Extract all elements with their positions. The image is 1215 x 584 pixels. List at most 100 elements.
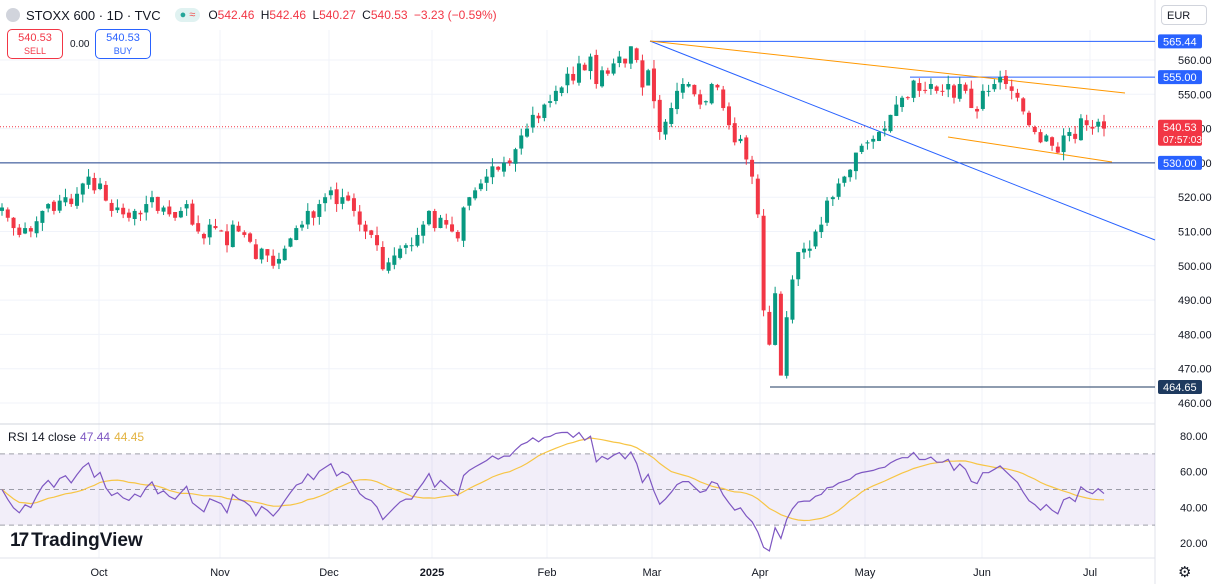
spread-value: 0.00 <box>70 39 90 50</box>
buy-button[interactable]: 540.53 BUY <box>95 29 151 59</box>
buy-label: BUY <box>113 46 133 56</box>
candle-body <box>761 215 766 311</box>
grid <box>0 0 1156 584</box>
price-label: 540.53 <box>1163 122 1197 134</box>
candle-body <box>305 210 310 225</box>
candle-body <box>213 226 218 229</box>
candle-body <box>415 234 420 246</box>
candle-body <box>126 212 131 218</box>
candle-body <box>484 176 489 183</box>
countdown-label: 07:57:03 <box>1163 135 1202 146</box>
candle-body <box>311 211 316 218</box>
candle-body <box>219 230 224 232</box>
time-tick-label: Feb <box>538 567 557 579</box>
time-tick-label: May <box>855 567 876 579</box>
rsi-legend[interactable]: RSI 14 close 47.44 44.45 <box>8 430 144 444</box>
close-key: C <box>362 8 371 22</box>
market-status-pill[interactable]: ● ≈ <box>174 8 201 22</box>
symbol-title[interactable]: STOXX 600 · 1D · TVC <box>26 7 161 23</box>
candle-body <box>1021 98 1026 112</box>
candle-body <box>905 97 910 99</box>
candle-body <box>92 177 97 191</box>
candle-body <box>403 245 408 248</box>
gear-icon[interactable]: ⚙ <box>1178 564 1192 581</box>
time-tick-label: Jun <box>973 567 991 579</box>
candle-body <box>11 217 16 229</box>
price-tick-label: 510.00 <box>1178 227 1212 239</box>
candle-body <box>940 90 945 92</box>
rsi-label: RSI 14 close <box>8 430 77 444</box>
time-tick-label: Jul <box>1083 567 1097 579</box>
candle-body <box>796 252 801 280</box>
candle-body <box>357 211 362 225</box>
candle-body <box>444 220 449 225</box>
candle-body <box>1055 146 1060 153</box>
price-tick-label: 520.00 <box>1178 192 1212 204</box>
rsi-tick-label: 60.00 <box>1180 467 1208 479</box>
candle-body <box>836 183 841 197</box>
candle-body <box>548 101 553 103</box>
candle-body <box>207 224 212 238</box>
candle-body <box>1084 120 1089 126</box>
candle-body <box>553 90 558 102</box>
candle-body <box>103 184 108 201</box>
candle-body <box>634 48 639 60</box>
candle-body <box>559 87 564 93</box>
candle-body <box>1038 132 1043 143</box>
market-open-icon: ● <box>179 9 187 21</box>
candle-body <box>750 159 755 177</box>
candle-body <box>242 232 247 235</box>
price-tick-label: 460.00 <box>1178 398 1212 410</box>
sell-label: SELL <box>23 46 47 56</box>
candle-body <box>86 176 91 185</box>
candle-body <box>271 255 276 266</box>
candle-body <box>150 197 155 203</box>
candle-body <box>1102 121 1106 129</box>
candle-body <box>611 63 616 74</box>
candle-body <box>865 142 870 144</box>
candle-body <box>346 195 351 201</box>
candle-body <box>334 189 339 205</box>
candle-body <box>992 84 997 90</box>
candle-body <box>432 210 437 229</box>
candle-body <box>375 235 380 246</box>
price-tick-label: 490.00 <box>1178 295 1212 307</box>
brand-name: TradingView <box>31 530 143 551</box>
candle-body <box>934 86 939 91</box>
candle-body <box>600 70 605 87</box>
candle-body <box>513 149 518 164</box>
candle-body <box>75 193 80 206</box>
candle-body <box>663 121 668 135</box>
candle-body <box>351 198 356 211</box>
price-tick-label: 470.00 <box>1178 364 1212 376</box>
sell-button[interactable]: 540.53 SELL <box>7 29 63 59</box>
currency-selector[interactable]: EUR <box>1161 5 1207 25</box>
channel-lower-line <box>947 136 1113 163</box>
high-key: H <box>260 8 270 22</box>
candle-body <box>109 202 114 211</box>
candle-body <box>969 88 974 109</box>
candle-body <box>807 248 812 251</box>
candle-body <box>1090 126 1095 129</box>
candle-body <box>248 233 253 242</box>
candle-body <box>825 200 830 223</box>
time-tick-label: Mar <box>643 567 662 579</box>
candle-body <box>184 204 189 209</box>
candle-body <box>380 246 385 270</box>
candle-body <box>1061 135 1066 153</box>
candle-body <box>582 64 587 71</box>
trendline-descending <box>649 40 1156 241</box>
price-label-box <box>1158 380 1202 395</box>
change-value: −3.23 (−0.59%) <box>413 8 497 22</box>
candle-body <box>80 183 85 195</box>
tradingview-logo[interactable]: 17 TradingView <box>10 530 143 552</box>
candle-body <box>496 166 501 170</box>
time-tick-label: Oct <box>90 567 107 579</box>
candle-body <box>686 84 691 87</box>
candle-body <box>859 145 864 152</box>
candle-body <box>317 204 322 217</box>
sell-price: 540.53 <box>18 32 52 44</box>
candle-body <box>392 255 397 265</box>
candle-body <box>501 162 506 172</box>
